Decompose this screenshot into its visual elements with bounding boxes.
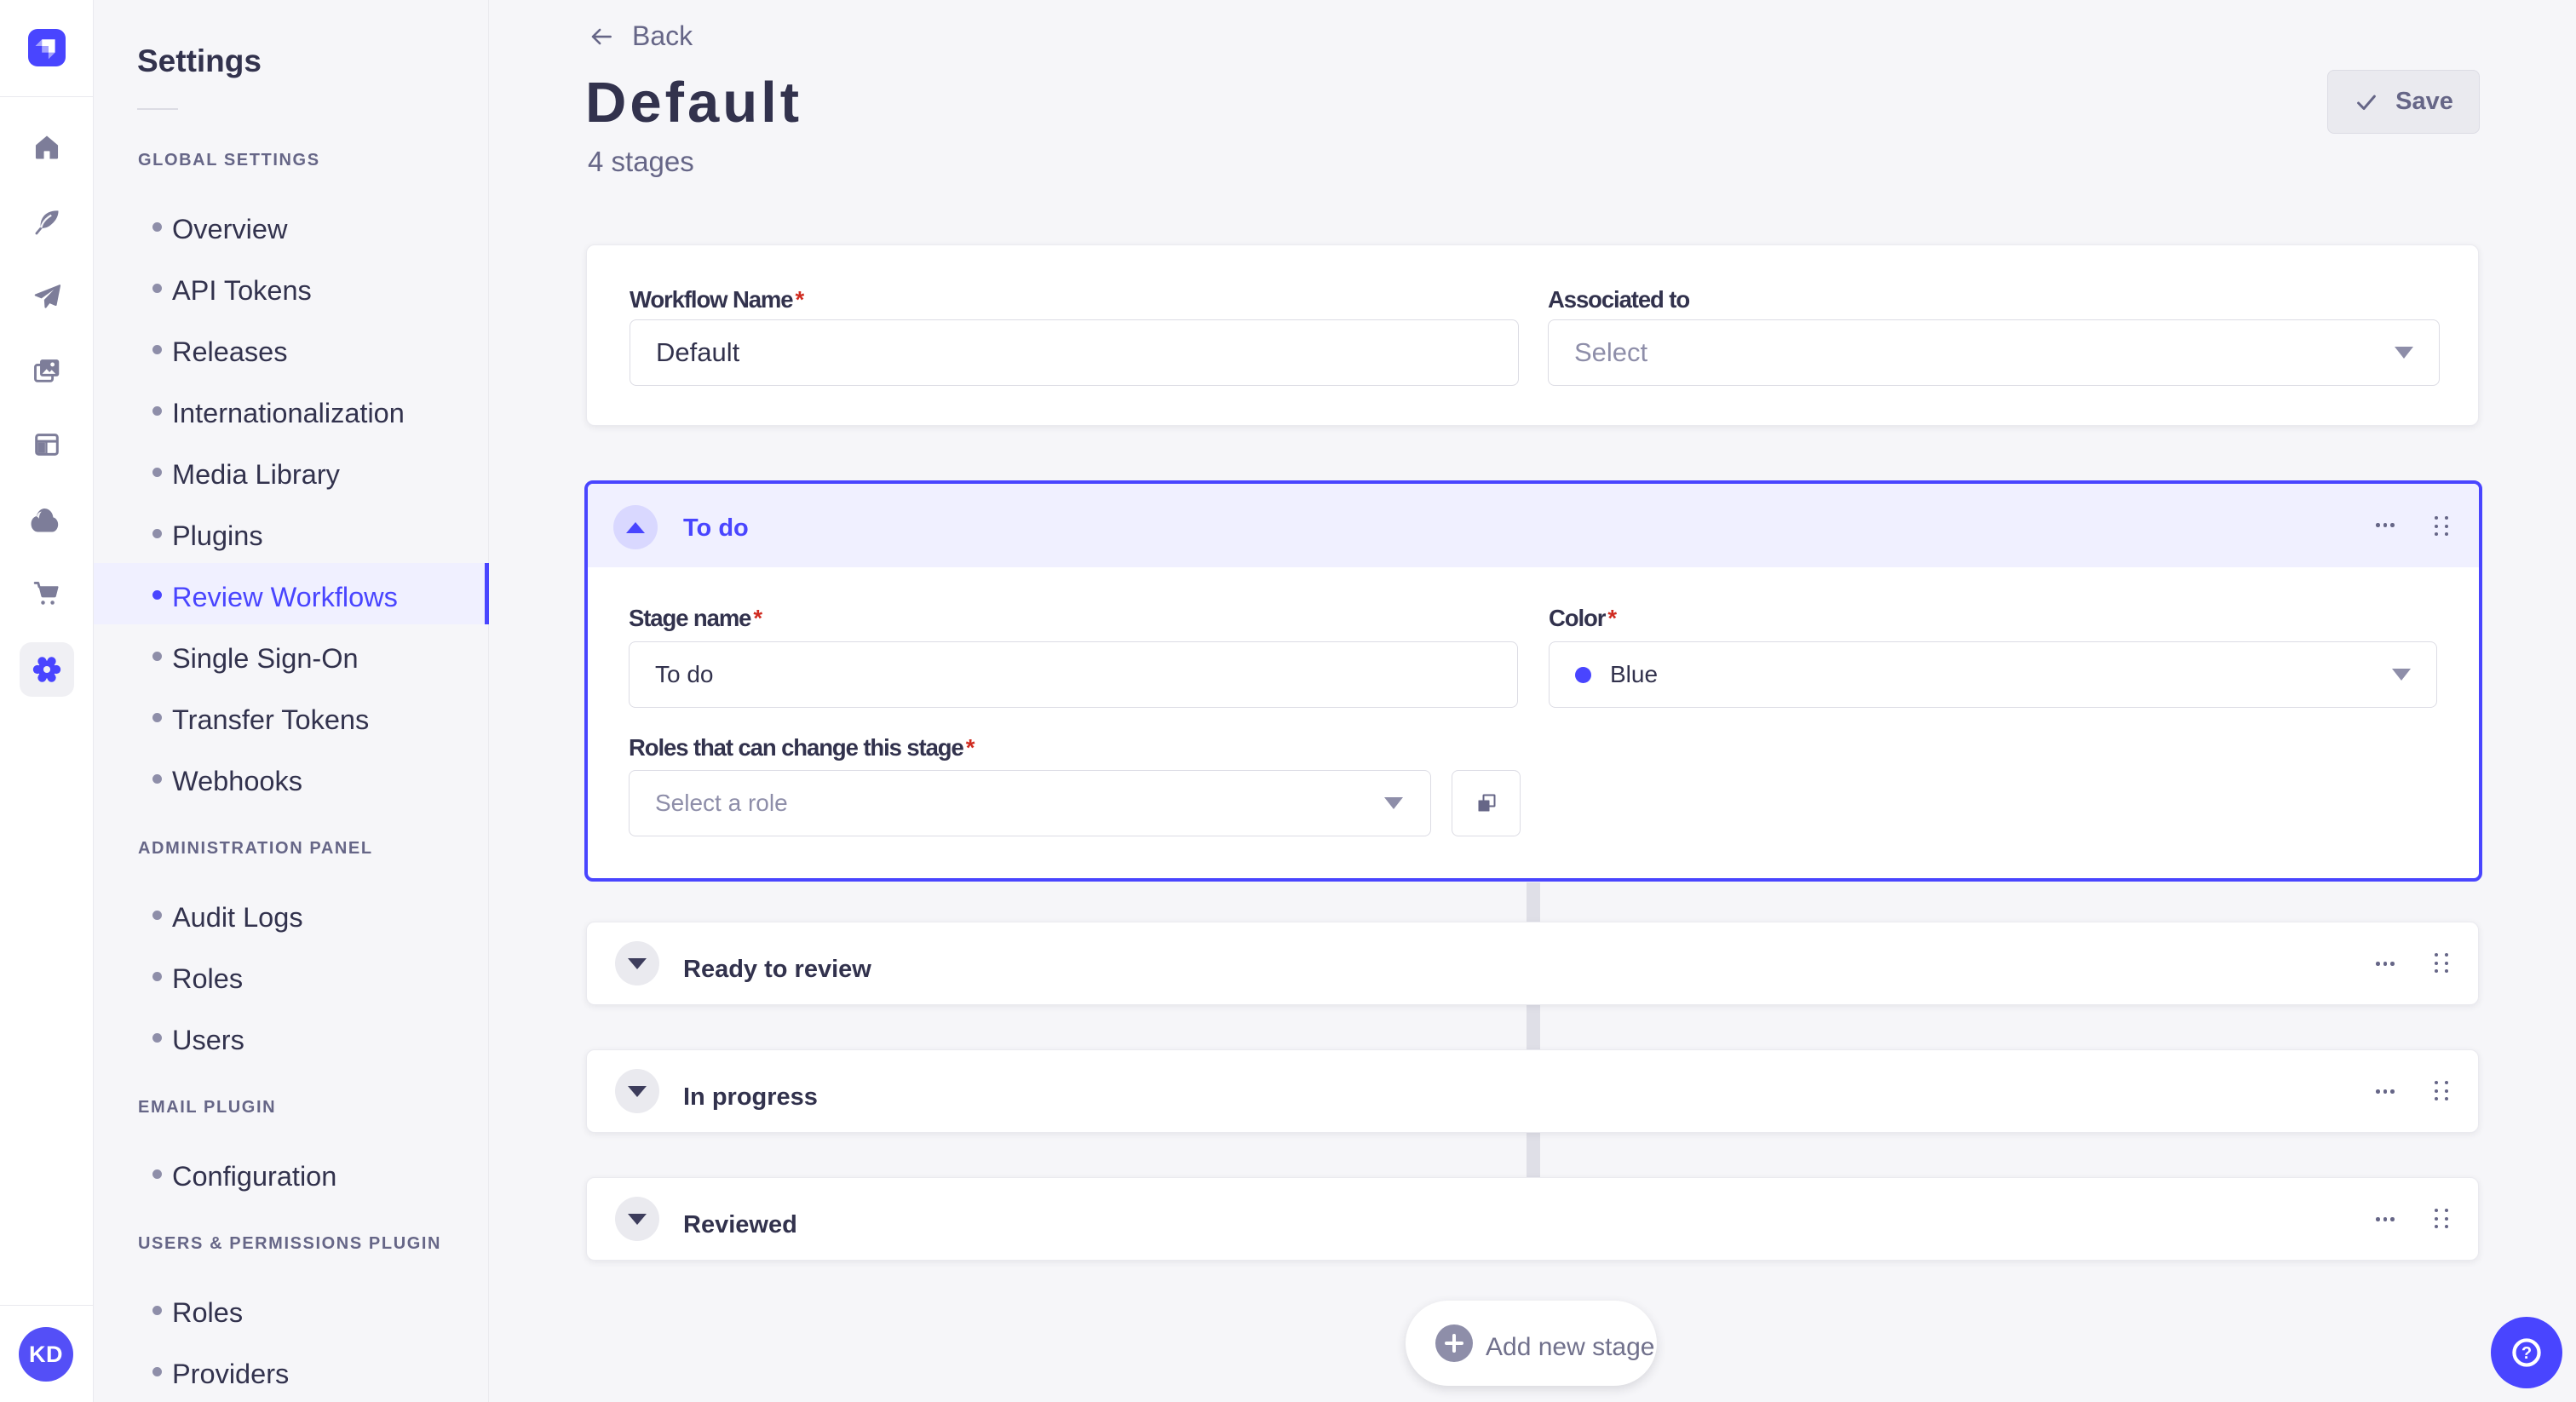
svg-text:?: ?: [2521, 1344, 2532, 1363]
